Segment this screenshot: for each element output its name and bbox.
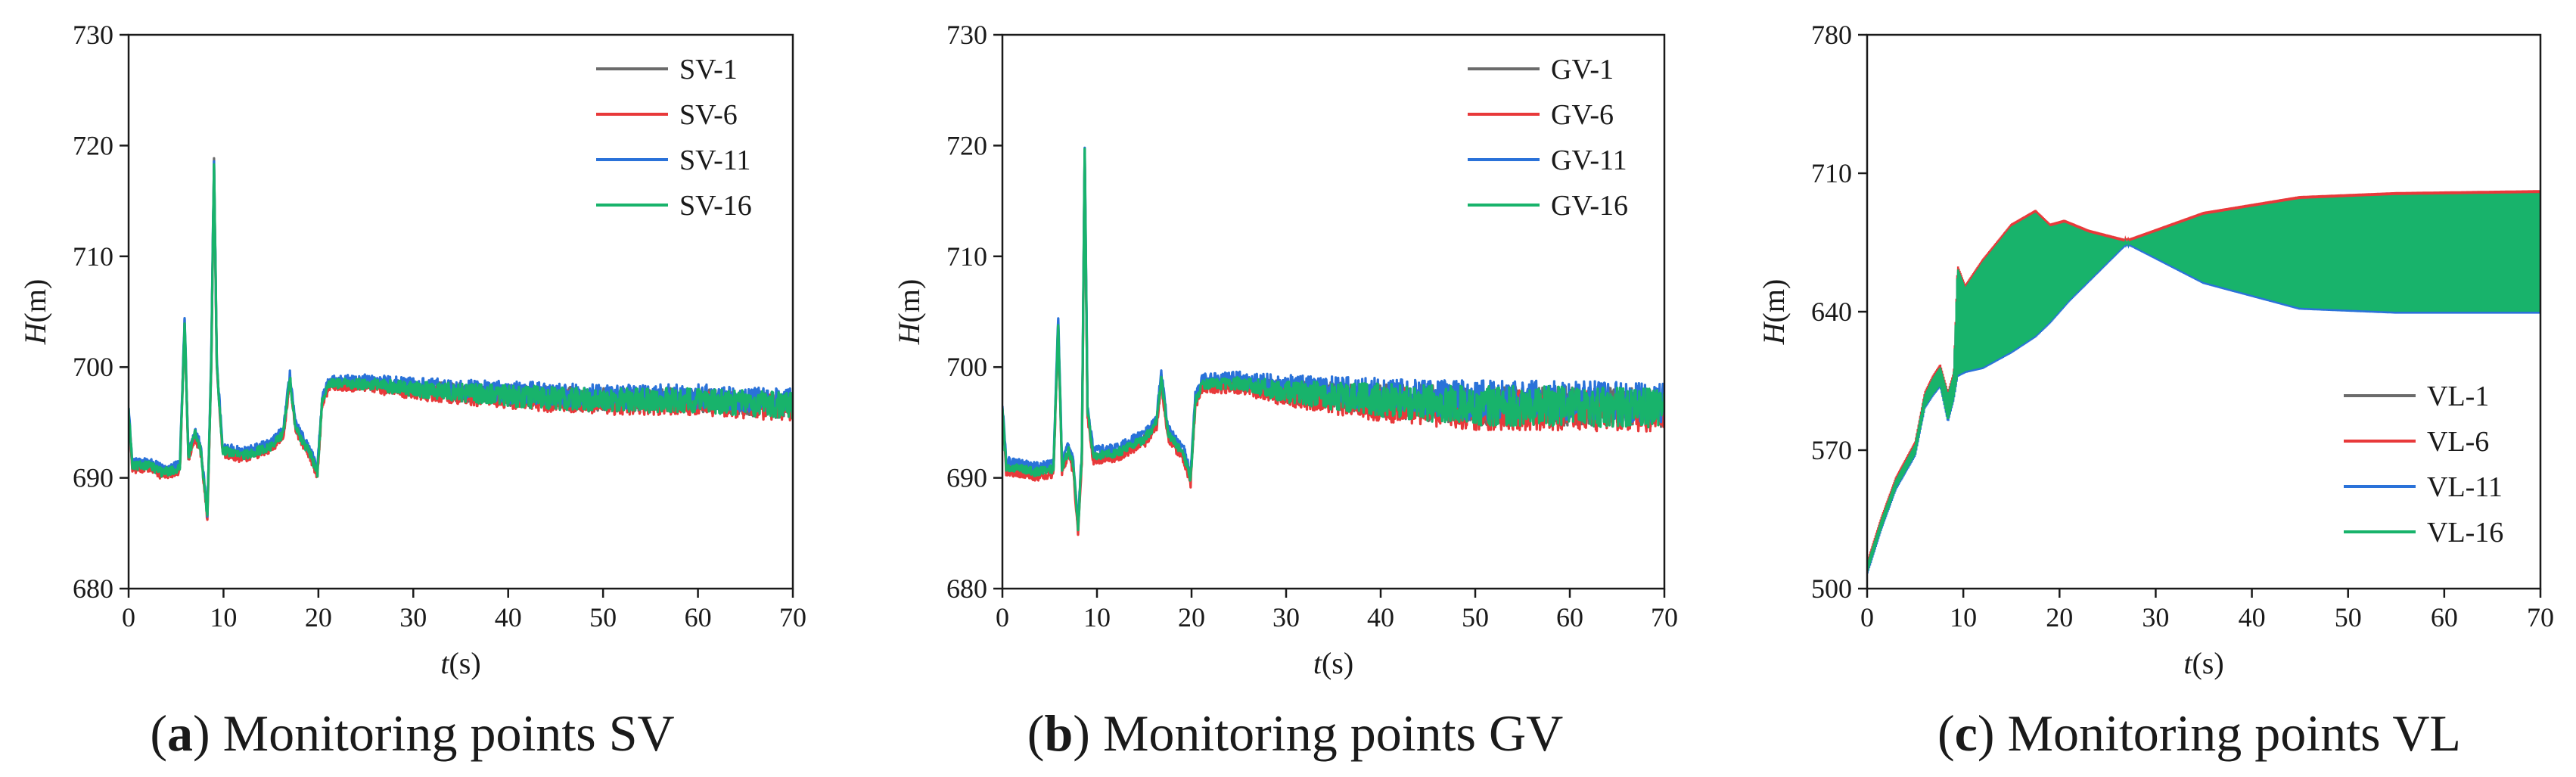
y-tick-label: 780 <box>1811 20 1852 50</box>
y-tick-label: 720 <box>73 130 113 160</box>
legend: SV-1 SV-6 SV-11 SV-16 <box>596 54 752 222</box>
x-tick-label: 70 <box>779 602 806 632</box>
legend-entry-sv-11: SV-11 <box>679 145 750 176</box>
y-tick-label: 700 <box>946 352 987 382</box>
legend-entry-sv-6: SV-6 <box>679 99 738 131</box>
x-axis-unit: (s) <box>1322 646 1353 680</box>
x-tick-label: 70 <box>2527 602 2554 632</box>
x-tick-label: 30 <box>2142 602 2169 632</box>
chart-panel-a: 0 10 20 30 40 50 60 70 680 690 700 710 720 730 t(s) H(m… <box>18 20 806 762</box>
x-tick-label: 10 <box>210 602 237 632</box>
x-tick-label: 0 <box>1860 602 1874 632</box>
y-axis-var: H <box>892 321 926 345</box>
x-tick-label: 40 <box>495 602 522 632</box>
legend-entry-sv-1: SV-1 <box>679 54 738 85</box>
panel-caption-text: Monitoring points VL <box>2008 704 2461 762</box>
y-tick-label: 730 <box>946 20 987 50</box>
legend-entry-vl-6: VL-6 <box>2427 426 2489 458</box>
x-axis-var: t <box>1313 646 1322 680</box>
x-tick-label: 60 <box>2431 602 2458 632</box>
y-axis-unit: (m) <box>1757 279 1791 323</box>
x-axis-title: t(s) <box>2183 646 2223 680</box>
y-tick-label: 730 <box>73 20 113 50</box>
y-tick-label: 710 <box>1811 158 1852 188</box>
series-line-vl-16 <box>1867 193 2540 572</box>
x-tick-label: 20 <box>305 602 332 632</box>
legend-entry-sv-16: SV-16 <box>679 190 752 222</box>
y-axis-title: H(m) <box>1757 279 1791 346</box>
series-line-sv-11 <box>129 160 793 518</box>
plot-area <box>129 157 793 521</box>
x-tick-label: 0 <box>996 602 1009 632</box>
x-tick-label: 60 <box>685 602 712 632</box>
x-tick-label: 40 <box>2239 602 2266 632</box>
series-line-sv-16 <box>129 163 793 517</box>
x-axis-unit: (s) <box>449 646 480 680</box>
y-tick-label: 720 <box>946 130 987 160</box>
plot-area <box>1867 190 2540 573</box>
y-tick-label: 640 <box>1811 297 1852 327</box>
panel-label: b <box>1044 704 1073 762</box>
x-tick-label: 50 <box>589 602 617 632</box>
plot-frame <box>127 33 794 590</box>
y-axis-unit: (m) <box>892 279 926 323</box>
panel-caption-text: Monitoring points SV <box>223 704 675 762</box>
x-tick-label: 30 <box>1272 602 1300 632</box>
panel-caption: (b) Monitoring points GV <box>1027 704 1563 762</box>
x-tick-label: 20 <box>1178 602 1205 632</box>
y-axis-var: H <box>1757 321 1791 345</box>
y-axis-var: H <box>18 321 52 345</box>
chart-panel-b: 0 10 20 30 40 50 60 70 680 690 700 710 720 730 t(s) H(m… <box>892 20 1678 762</box>
panel-caption: (a) Monitoring points SV <box>150 704 674 762</box>
plot-frame <box>1001 33 1666 590</box>
legend: GV-1 GV-6 GV-11 GV-16 <box>1468 54 1628 222</box>
x-axis-title: t(s) <box>440 646 480 680</box>
y-tick-label: 700 <box>73 352 113 382</box>
legend: VL-1 VL-6 VL-11 VL-16 <box>2344 381 2503 549</box>
x-tick-label: 40 <box>1367 602 1394 632</box>
y-tick-label: 690 <box>73 463 113 493</box>
y-tick-label: 570 <box>1811 435 1852 465</box>
x-tick-label: 70 <box>1651 602 1678 632</box>
x-axis-var: t <box>440 646 449 680</box>
panel-caption: (c) Monitoring points VL <box>1937 704 2461 762</box>
x-tick-label: 50 <box>2335 602 2362 632</box>
legend-entry-vl-11: VL-11 <box>2427 471 2503 503</box>
y-axis-unit: (m) <box>18 279 52 323</box>
x-tick-label: 60 <box>1556 602 1583 632</box>
legend-entry-vl-16: VL-16 <box>2427 517 2503 549</box>
x-tick-label: 50 <box>1462 602 1489 632</box>
x-axis-unit: (s) <box>2192 646 2223 680</box>
y-axis-title: H(m) <box>18 279 52 346</box>
x-tick-label: 10 <box>1083 602 1111 632</box>
x-tick-label: 30 <box>399 602 427 632</box>
x-axis-title: t(s) <box>1313 646 1353 680</box>
y-tick-label: 710 <box>73 241 113 272</box>
legend-entry-gv-16: GV-16 <box>1551 190 1628 222</box>
y-tick-label: 710 <box>946 241 987 272</box>
panel-caption-text: Monitoring points GV <box>1103 704 1563 762</box>
legend-entry-gv-1: GV-1 <box>1551 54 1614 85</box>
y-axis-title: H(m) <box>892 279 926 346</box>
x-tick-label: 10 <box>1950 602 1977 632</box>
plot-area <box>1002 146 1664 536</box>
legend-entry-gv-6: GV-6 <box>1551 99 1614 131</box>
x-tick-label: 20 <box>2046 602 2073 632</box>
legend-entry-gv-11: GV-11 <box>1551 145 1627 176</box>
y-tick-label: 690 <box>946 463 987 493</box>
x-tick-label: 0 <box>122 602 135 632</box>
chart-panel-c: 0 10 20 30 40 50 60 70 500 570 640 710 780 t(s) H(m) VL… <box>1757 20 2554 762</box>
x-axis-var: t <box>2183 646 2192 680</box>
y-tick-label: 500 <box>1811 573 1852 604</box>
panel-label: a <box>167 704 193 762</box>
series-line-gv-16 <box>1002 148 1664 532</box>
y-tick-label: 680 <box>73 573 113 604</box>
y-tick-label: 680 <box>946 573 987 604</box>
legend-entry-vl-1: VL-1 <box>2427 381 2489 412</box>
panel-label: c <box>1955 704 1978 762</box>
